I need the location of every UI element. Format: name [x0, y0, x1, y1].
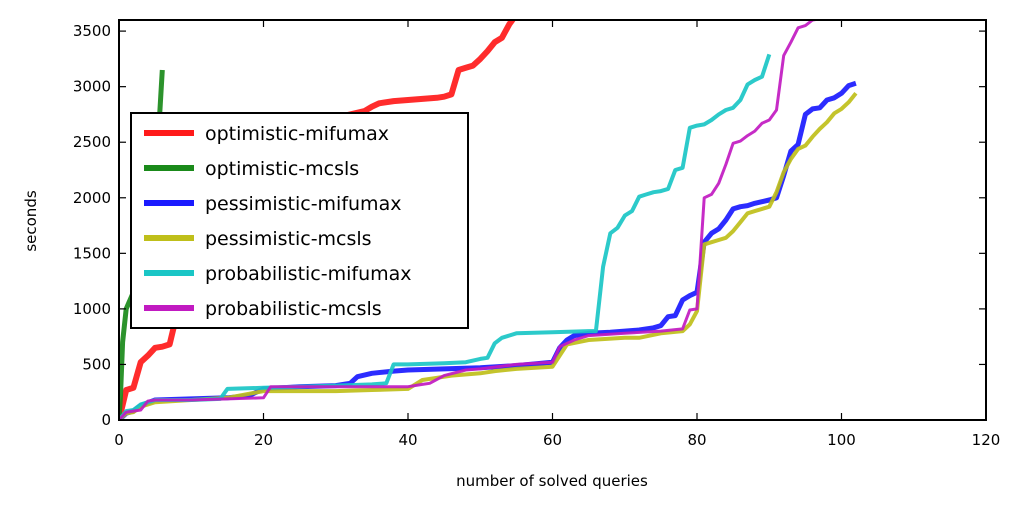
x-tick-label: 20	[254, 431, 273, 449]
y-axis-ticks: 0 500 1000 1500 2000 2500 3000 3500	[73, 22, 986, 429]
series-line-probabilistic-mifumax	[119, 53, 772, 420]
series-lines	[119, 20, 858, 420]
x-tick-label: 60	[543, 431, 562, 449]
legend-label: probabilistic-mifumax	[205, 263, 412, 285]
x-tick-label: 100	[827, 431, 856, 449]
y-tick-label: 2000	[73, 189, 111, 207]
y-tick-label: 3500	[73, 22, 111, 40]
series-line-probabilistic-mcsls	[119, 20, 821, 420]
y-tick-label: 2500	[73, 133, 111, 151]
series-line-pessimistic-mcsls	[119, 92, 858, 420]
y-tick-label: 3000	[73, 78, 111, 96]
y-tick-label: 0	[101, 411, 111, 429]
y-tick-label: 1500	[73, 244, 111, 262]
legend-label: pessimistic-mifumax	[205, 193, 401, 215]
legend-label: optimistic-mcsls	[205, 158, 359, 180]
x-tick-label: 0	[114, 431, 124, 449]
legend-label: optimistic-mifumax	[205, 123, 389, 145]
legend-frame	[130, 112, 469, 329]
legend-label: probabilistic-mcsls	[205, 298, 382, 320]
y-tick-label: 1000	[73, 300, 111, 318]
x-tick-label: 120	[972, 431, 1001, 449]
y-tick-label: 500	[82, 355, 111, 373]
y-axis-label: seconds	[22, 190, 40, 251]
x-axis-label: number of solved queries	[456, 472, 648, 490]
legend: optimistic-mifumax optimistic-mcsls pessim…	[130, 112, 469, 329]
legend-label: pessimistic-mcsls	[205, 228, 372, 250]
x-tick-label: 40	[398, 431, 417, 449]
x-tick-label: 80	[687, 431, 706, 449]
x-axis-ticks: 0 20 40 60 80 100 120	[114, 20, 1000, 449]
